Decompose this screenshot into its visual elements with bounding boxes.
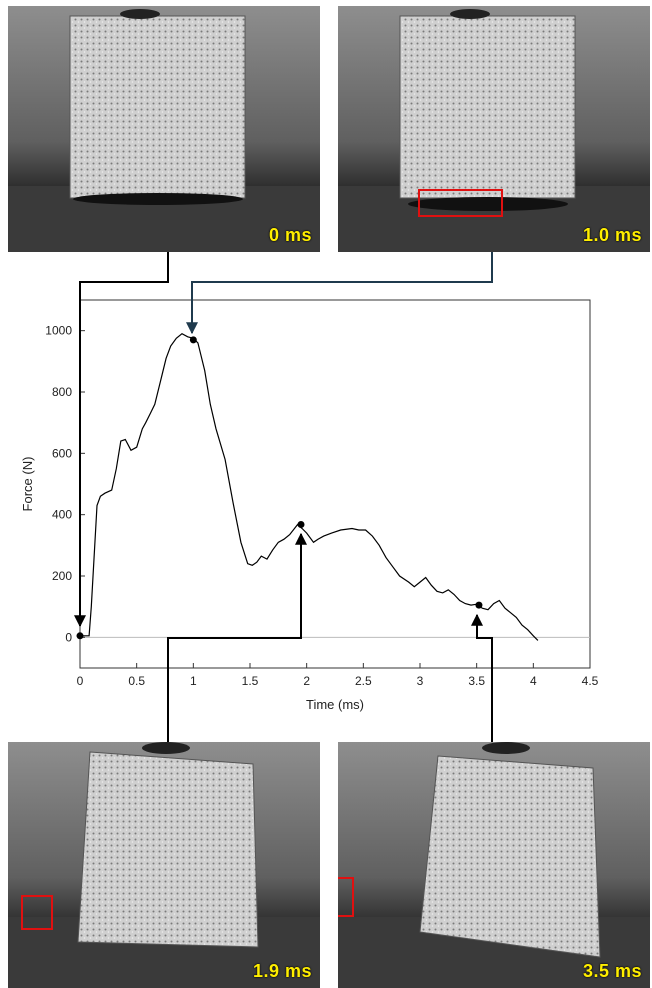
highlight-box (418, 189, 503, 217)
y-axis-label: Force (N) (20, 457, 35, 512)
y-tick-label: 0 (65, 630, 72, 644)
data-marker (76, 632, 84, 640)
y-tick-label: 1000 (45, 324, 72, 338)
connector-3-5ms (471, 613, 493, 742)
specimen-photo (8, 742, 320, 988)
frame-time-label: 1.9 ms (252, 961, 312, 981)
y-axis: 0 200 400 600 800 1000 (45, 324, 85, 644)
x-tick-label: 2.5 (355, 674, 372, 688)
y-tick-label: 400 (52, 508, 72, 522)
frame-time-label: 3.5 ms (582, 961, 642, 981)
y-tick-label: 600 (52, 446, 72, 460)
photo-frame-1-9ms: 1.9 ms (8, 742, 320, 988)
x-tick-label: 3.5 (468, 674, 485, 688)
highlight-box (338, 877, 354, 917)
x-tick-label: 3 (417, 674, 424, 688)
specimen-photo (8, 6, 320, 252)
x-tick-label: 4.5 (582, 674, 599, 688)
x-tick-label: 0.5 (128, 674, 145, 688)
plot-area (79, 299, 591, 669)
connector-0ms (74, 252, 169, 628)
specimen-photo (338, 742, 650, 988)
x-tick-label: 1 (190, 674, 197, 688)
marker-points (76, 336, 483, 640)
x-axis: 0 0.5 1 1.5 2 2.5 3 3.5 4 4.5 (77, 663, 599, 688)
data-marker (475, 601, 483, 609)
x-tick-label: 4 (530, 674, 537, 688)
x-tick-label: 2 (303, 674, 310, 688)
x-axis-label: Time (ms) (306, 697, 364, 712)
connector-1-9ms (167, 532, 307, 742)
photo-frame-0ms: 0 ms (8, 6, 320, 252)
y-tick-label: 200 (52, 569, 72, 583)
frame-time-label: 0 ms (268, 225, 312, 245)
data-marker (189, 336, 197, 344)
specimen-photo (338, 6, 650, 252)
y-tick-label: 800 (52, 385, 72, 399)
x-tick-label: 0 (77, 674, 84, 688)
frame-time-label: 1.0 ms (582, 225, 642, 245)
x-tick-label: 1.5 (242, 674, 259, 688)
data-marker (297, 520, 305, 528)
connector-1ms (186, 252, 493, 335)
photo-frame-1ms: 1.0 ms (338, 6, 650, 252)
highlight-box (21, 895, 53, 930)
photo-frame-3-5ms: 3.5 ms (338, 742, 650, 988)
